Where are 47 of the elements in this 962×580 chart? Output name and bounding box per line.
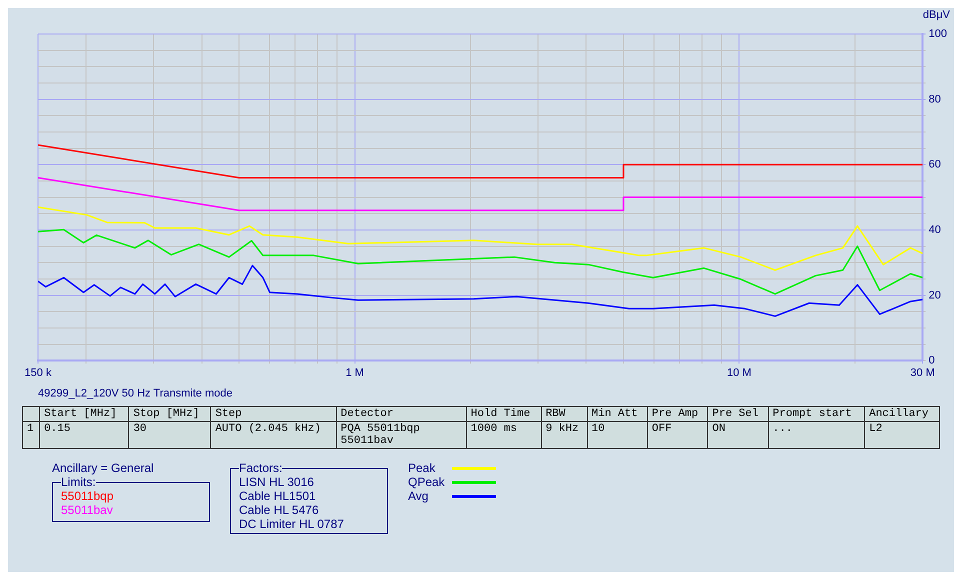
text: Detector (336, 406, 466, 422)
text: Hold Time (466, 406, 542, 422)
text: LISN HL 3016 (239, 475, 315, 489)
legend-label: Peak (408, 461, 436, 475)
text: 1 (22, 422, 40, 448)
y-tick-label: 100 (928, 28, 948, 40)
text: Start [MHz] (40, 406, 129, 422)
text: 10 (587, 422, 648, 448)
text: Step (210, 406, 336, 422)
text: 55011bqp (61, 489, 114, 503)
text: Ancillary = General (52, 461, 155, 475)
text: Min Att (587, 406, 648, 422)
legend-label: Avg (408, 489, 430, 503)
text: 49299_L2_120V 50 Hz Transmite mode (38, 387, 232, 400)
y-tick-label: 0 (928, 354, 935, 367)
text: Limits: (61, 475, 96, 489)
text: 55011bav (61, 503, 114, 517)
y-tick-label: 20 (928, 289, 941, 302)
text: Ancillary (864, 406, 940, 422)
y-tick-label: 40 (928, 224, 941, 236)
y-tick-label: 80 (928, 93, 941, 106)
y-tick-label: 60 (928, 158, 941, 171)
legend-label: QPeak (408, 475, 446, 489)
text: L2 (864, 422, 940, 448)
text: Cable HL1501 (239, 489, 317, 503)
x-tick-label: 150 k (24, 367, 52, 380)
text: PQA 55011bqp 55011bav (336, 422, 466, 448)
text: RBW (541, 406, 588, 422)
text: Prompt start (768, 406, 865, 422)
text: Pre Sel (708, 406, 768, 422)
text: Stop [MHz] (128, 406, 211, 422)
text: ... (768, 422, 865, 448)
x-tick-label: 30 M (910, 367, 935, 380)
x-tick-label: 10 M (726, 367, 752, 380)
text: 30 (128, 422, 211, 448)
text: DC Limiter HL 0787 (239, 517, 345, 531)
text: Pre Amp (647, 406, 708, 422)
text: AUTO (2.045 kHz) (210, 422, 336, 448)
text: Factors: (239, 461, 282, 475)
x-tick-label: 1 M (346, 367, 364, 380)
text: ON (708, 422, 768, 448)
text: OFF (647, 422, 708, 448)
text: Cable HL 5476 (239, 503, 320, 517)
y-axis-title: dBμV (922, 9, 951, 21)
text: 9 kHz (541, 422, 588, 448)
text: 1000 ms (466, 422, 542, 448)
text: 0.15 (40, 422, 129, 448)
